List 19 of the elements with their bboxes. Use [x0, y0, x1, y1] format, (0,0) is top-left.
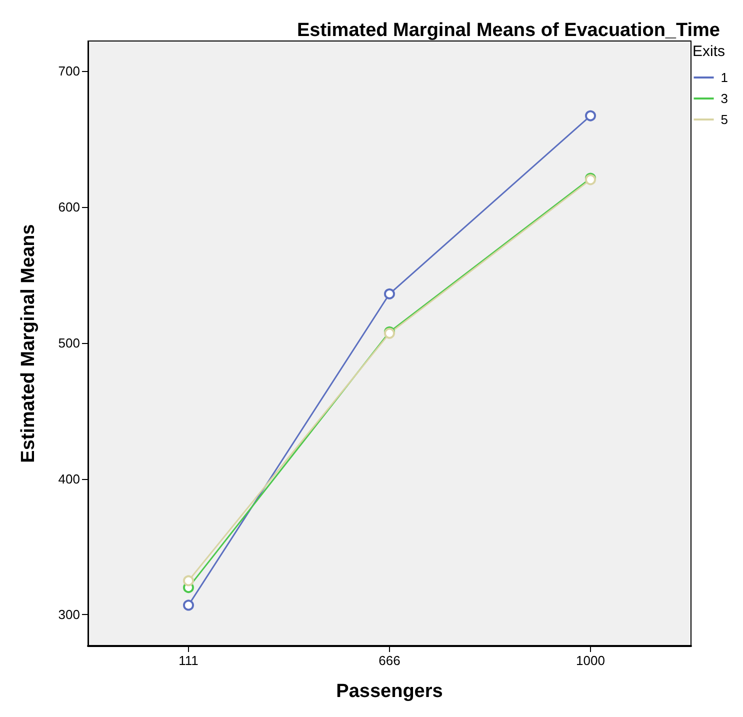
x-tick-label: 666 — [378, 653, 400, 668]
x-tick-label: 111 — [178, 653, 198, 668]
y-tick-label: 500 — [58, 335, 80, 350]
x-tick-label: 1000 — [576, 653, 605, 668]
point — [183, 575, 194, 586]
y-axis-title: Estimated Marginal Means — [18, 224, 39, 463]
y-tick-label: 300 — [58, 607, 80, 622]
legend-label: 1 — [720, 70, 728, 85]
point — [384, 288, 395, 300]
y-tick-label: 600 — [58, 199, 80, 214]
chart-title: Estimated Marginal Means of Evacuation_Time — [296, 20, 720, 41]
point — [183, 600, 194, 611]
legend-label: 5 — [720, 112, 728, 127]
legend-title: Exits — [692, 43, 726, 60]
legend-label: 3 — [720, 91, 728, 106]
x-axis-title: Passengers — [336, 681, 443, 702]
point — [585, 110, 596, 122]
y-tick-label: 700 — [58, 63, 80, 78]
y-tick-label: 400 — [58, 471, 80, 486]
